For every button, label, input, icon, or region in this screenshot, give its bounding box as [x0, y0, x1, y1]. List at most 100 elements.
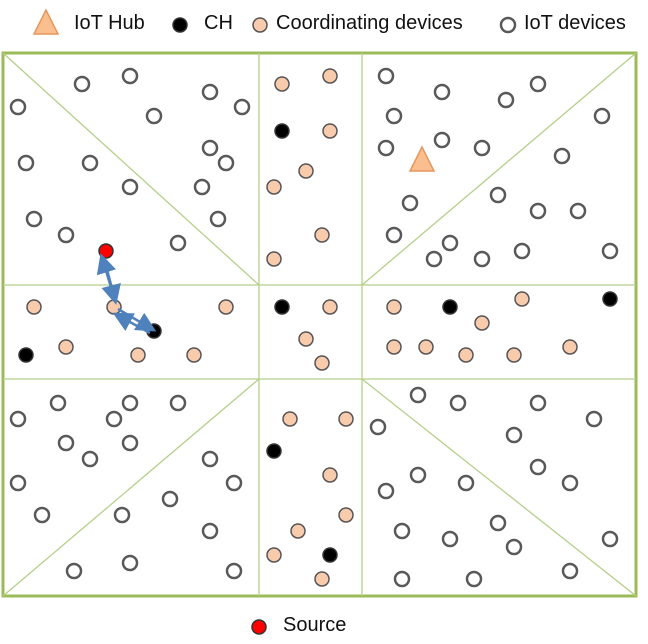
arrow-coord-to-ch [117, 307, 157, 332]
iot-device-node [385, 226, 403, 244]
coordinating-device-node [274, 76, 290, 92]
iot-device-node [529, 202, 547, 220]
iot-device-node [409, 466, 427, 484]
iot-device-node [193, 178, 211, 196]
iot-device-node [529, 394, 547, 412]
iot-device-node [377, 67, 395, 85]
cluster-head-node [442, 299, 458, 315]
iot-device-node [161, 490, 179, 508]
iot-device-node [25, 210, 43, 228]
iot-device-node [121, 178, 139, 196]
nodes [9, 67, 619, 588]
legend-coord-dot-icon [252, 17, 268, 33]
coordinating-device-node [266, 179, 282, 195]
coordinating-device-node [418, 339, 434, 355]
iot-hub-node [408, 145, 436, 172]
iot-device-node [529, 458, 547, 476]
iot-device-node [465, 570, 483, 588]
cluster-head-node [266, 443, 282, 459]
iot-device-node [169, 394, 187, 412]
iot-device-node [9, 410, 27, 428]
iot-device-node [57, 434, 75, 452]
iot-device-node [201, 522, 219, 540]
iot-device-node [225, 562, 243, 580]
coordinating-device-node [514, 291, 530, 307]
iot-device-node [225, 474, 243, 492]
cluster-head-node [18, 347, 34, 363]
coordinating-device-node [386, 339, 402, 355]
coordinating-device-node [266, 251, 282, 267]
iot-device-node [505, 538, 523, 556]
iot-device-node [441, 530, 459, 548]
legend-ch-label: CH [204, 12, 233, 34]
coordinating-device-node [266, 547, 282, 563]
iot-device-node [409, 386, 427, 404]
iot-device-node [561, 474, 579, 492]
iot-device-node [385, 107, 403, 125]
iot-device-node [497, 91, 515, 109]
iot-device-node [505, 426, 523, 444]
coordinating-device-node [322, 299, 338, 315]
coordinating-device-node [314, 355, 330, 371]
legend-ch-dot-icon [172, 17, 188, 33]
iot-device-node [553, 147, 571, 165]
legend-coord-label: Coordinating devices [276, 12, 463, 34]
coordinating-device-node [506, 347, 522, 363]
coordinating-device-node [186, 347, 202, 363]
coordinating-device-node [26, 299, 42, 315]
iot-device-node [81, 154, 99, 172]
routing-arrows [96, 253, 157, 335]
coordinating-device-node [106, 299, 122, 315]
coordinating-device-node [386, 299, 402, 315]
iot-device-node [113, 506, 131, 524]
iot-device-node [209, 210, 227, 228]
legend-source-label: Source [283, 614, 346, 636]
legend: IoT Hub CH Coordinating devices IoT devi… [32, 8, 626, 35]
iot-device-node [473, 250, 491, 268]
cluster-head-node [274, 299, 290, 315]
iot-device-node [401, 194, 419, 212]
iot-device-node [81, 450, 99, 468]
coordinating-device-node [298, 163, 314, 179]
iot-device-node [593, 107, 611, 125]
iot-device-node [569, 202, 587, 220]
iot-device-node [529, 75, 547, 93]
coordinating-device-node [282, 411, 298, 427]
cluster-head-node [274, 123, 290, 139]
iot-device-node [121, 67, 139, 85]
coordinating-device-node [322, 123, 338, 139]
iot-device-node [585, 410, 603, 428]
legend-iot-dot-icon [499, 16, 517, 34]
legend-iot-label: IoT devices [524, 12, 626, 34]
coordinating-device-node [322, 467, 338, 483]
cluster-head-node [322, 547, 338, 563]
coordinating-device-node [298, 331, 314, 347]
iot-device-node [105, 410, 123, 428]
field [1, 51, 638, 598]
source-node [98, 243, 114, 259]
coordinating-device-node [458, 347, 474, 363]
coordinating-device-node [562, 339, 578, 355]
iot-device-node [561, 562, 579, 580]
iot-device-node [513, 242, 531, 260]
iot-device-node [473, 139, 491, 157]
iot-device-node [369, 418, 387, 436]
iot-device-node [377, 482, 395, 500]
iot-device-node [457, 474, 475, 492]
iot-device-node [121, 554, 139, 572]
coordinating-device-node [130, 347, 146, 363]
iot-device-node [201, 450, 219, 468]
diag-top-left [2, 52, 260, 286]
iot-device-node [33, 506, 51, 524]
arrow-ch-to-coord [112, 312, 151, 335]
iot-device-node [9, 474, 27, 492]
coordinating-device-node [314, 227, 330, 243]
coordinating-device-node [290, 523, 306, 539]
coordinating-device-node [338, 411, 354, 427]
iot-device-node [393, 570, 411, 588]
coordinating-device-node [338, 507, 354, 523]
iot-device-node [65, 562, 83, 580]
iot-device-node [201, 139, 219, 157]
iot-device-node [217, 154, 235, 172]
